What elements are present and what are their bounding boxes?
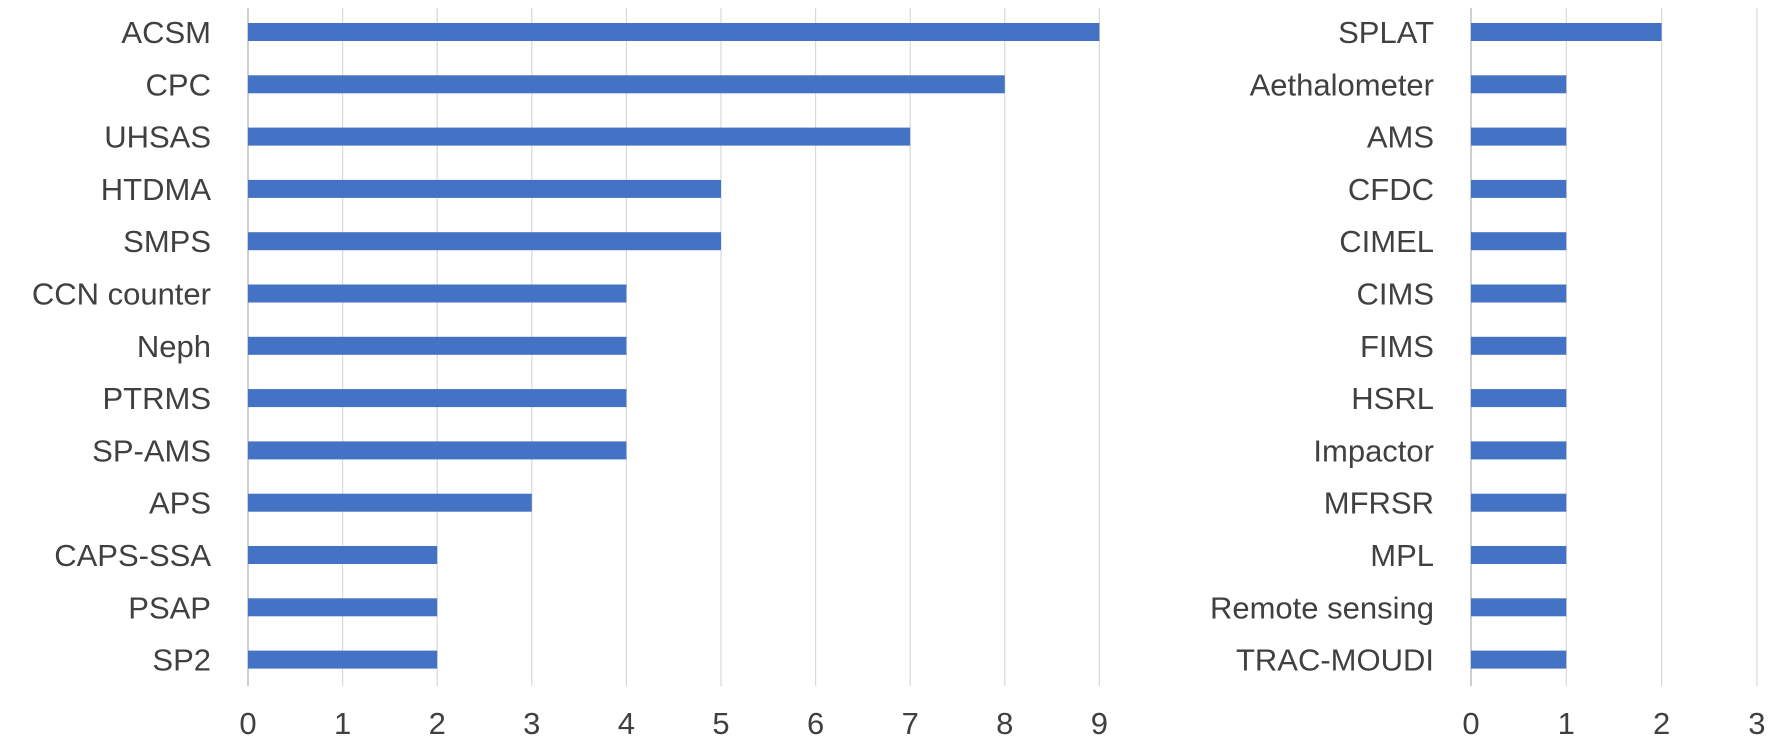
bar [248, 179, 721, 198]
category-label: Aethalometer [1250, 67, 1434, 102]
category-label: APS [149, 486, 211, 521]
category-label: Remote sensing [1210, 590, 1434, 625]
category-label: CIMEL [1339, 224, 1434, 259]
category-label: CPC [146, 67, 211, 102]
x-tick-label: 4 [618, 706, 635, 741]
category-label: MPL [1370, 538, 1434, 573]
category-label: ACSM [121, 15, 211, 50]
chart-panel-left: 0 1 2 3 4 5 6 7 8 9 ACSM CPC UHSAS HTDMA SMPS CCN count… [32, 8, 1108, 741]
x-tick-label: 3 [1748, 706, 1765, 741]
bar [1471, 336, 1567, 355]
x-tick-label: 7 [902, 706, 919, 741]
category-label: SP2 [152, 643, 211, 678]
x-tick-label: 0 [1462, 706, 1479, 741]
bar [248, 75, 1005, 94]
category-label: CCN counter [32, 277, 211, 312]
category-label: HSRL [1351, 381, 1434, 416]
category-label: Impactor [1313, 433, 1434, 468]
x-tick-label: 9 [1091, 706, 1108, 741]
bar [1471, 179, 1567, 198]
category-label: TRAC-MOUDI [1236, 643, 1434, 678]
bar [1471, 546, 1567, 564]
x-tick-label: 1 [1558, 706, 1575, 741]
category-label: FIMS [1360, 329, 1434, 364]
bar [1471, 232, 1567, 251]
category-label: SMPS [123, 224, 211, 259]
category-label: Neph [137, 329, 211, 364]
bar [248, 127, 911, 146]
bar [248, 493, 532, 512]
x-tick-label: 5 [712, 706, 729, 741]
x-tick-label: 3 [523, 706, 540, 741]
bar [1471, 598, 1567, 617]
chart-panel-right: 0 1 2 3 SPLAT Aethalometer AMS CFDC CIMEL CIMS FIM… [1210, 8, 1766, 741]
bar [1471, 23, 1662, 41]
bar [248, 441, 627, 460]
bar [1471, 650, 1567, 669]
category-label: AMS [1367, 120, 1434, 155]
category-label: MFRSR [1324, 486, 1434, 521]
category-label: HTDMA [101, 172, 212, 207]
x-tick-label: 2 [1653, 706, 1670, 741]
category-label: UHSAS [104, 120, 211, 155]
category-label: SPLAT [1338, 15, 1434, 50]
bar [248, 546, 438, 564]
bar [248, 336, 627, 355]
category-label: CFDC [1348, 172, 1434, 207]
bar [1471, 441, 1567, 460]
category-label: CAPS-SSA [54, 538, 211, 573]
category-label: CIMS [1357, 277, 1435, 312]
category-label: PTRMS [103, 381, 212, 416]
bar [248, 389, 627, 408]
bar [248, 284, 627, 303]
x-tick-label: 0 [239, 706, 256, 741]
bar [1471, 127, 1567, 146]
bar [1471, 75, 1567, 94]
bar [248, 650, 438, 669]
bar [248, 598, 438, 617]
x-tick-label: 1 [334, 706, 351, 741]
bar [1471, 284, 1567, 303]
bar [1471, 389, 1567, 408]
bar [248, 23, 1100, 41]
x-tick-label: 8 [996, 706, 1013, 741]
bar [248, 232, 721, 251]
category-label: PSAP [128, 590, 211, 625]
bar [1471, 493, 1567, 512]
category-label: SP-AMS [92, 433, 211, 468]
x-tick-label: 2 [429, 706, 446, 741]
x-tick-label: 6 [807, 706, 824, 741]
